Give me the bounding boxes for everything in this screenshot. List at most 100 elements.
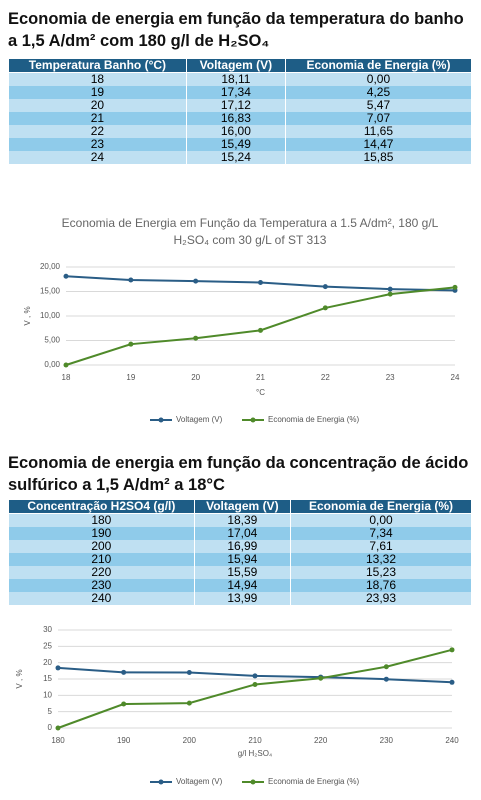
row: 200 16,99 7,61 [8,540,472,553]
header-cell: Concentração H2SO4 (g/l) [8,499,195,514]
y-tick-label: 20,00 [40,262,61,271]
point [452,284,458,290]
header-cell: Voltagem (V) [185,58,286,73]
cell: 0,00 [290,513,472,527]
header-cell: Voltagem (V) [193,499,292,514]
cell: 210 [8,553,195,566]
point [318,675,324,681]
cell: 15,94 [193,553,292,566]
header-row: Concentração H2SO4 (g/l) Voltagem (V) Econ… [8,499,472,514]
row: 180 18,39 0,00 [8,513,472,527]
cell: 15,85 [284,151,473,164]
x-tick-label: 200 [183,736,197,745]
cell: 18 [8,72,187,86]
x-tick-label: 240 [445,736,459,745]
row: 190 17,04 7,34 [8,527,472,540]
row: 18 18,11 0,00 [8,72,473,86]
legend-label: Economia de Energia (%) [268,415,359,424]
y-tick-label: 15,00 [40,287,61,296]
table: Concentração H2SO4 (g/l) Voltagem (V) Econ… [8,499,472,605]
row: 21 16,83 7,07 [8,112,473,125]
header-cell: Economia de Energia (%) [290,499,472,514]
point [186,669,192,675]
point [322,305,328,311]
cell: 190 [8,527,195,540]
point [193,278,199,284]
cell: 240 [8,592,195,605]
row: 210 15,94 13,32 [8,553,472,566]
point [121,669,127,675]
cell: 24 [8,151,187,164]
row: 220 15,59 15,23 [8,566,472,579]
cell: 7,07 [284,112,473,125]
table: Temperatura Banho (°C) Voltagem (V) Econom… [8,58,473,164]
point [387,291,393,297]
x-tick-label: 21 [256,373,265,382]
cell: 18,11 [185,72,286,86]
cell: 22 [8,125,187,138]
cell: 21 [8,112,187,125]
y-tick-label: 0,00 [44,360,60,369]
chart: 0,00 5,00 10,00 15,00 20,00 18 19 20 21 22 23 24 °C V… [23,262,460,424]
point [128,277,134,283]
y-tick-label: 30 [43,625,52,634]
x-tick-label: 18 [62,373,71,382]
x-tick-label: 23 [386,373,395,382]
cell: 18,39 [193,513,292,527]
y-tick-label: 0 [48,723,53,732]
row: 20 17,12 5,47 [8,99,473,112]
y-tick-label: 15 [43,674,52,683]
cell: 4,25 [284,86,473,99]
header-cell: Temperatura Banho (°C) [8,58,187,73]
row: 230 14,94 18,76 [8,579,472,592]
point [252,681,258,687]
row: 240 13,99 23,93 [8,592,472,605]
cell: 7,34 [290,527,472,540]
point [449,647,455,653]
cell: 17,04 [193,527,292,540]
cell: 14,47 [284,138,473,151]
point [63,362,69,368]
cell: 14,94 [193,579,292,592]
x-axis-label: °C [256,388,265,397]
cell: 20 [8,99,187,112]
series-line [57,648,453,729]
x-tick-label: 180 [51,736,65,745]
x-tick-label: 19 [126,373,135,382]
y-tick-label: 20 [43,658,52,667]
row: 19 17,34 4,25 [8,86,473,99]
point [387,286,393,292]
point [128,341,134,347]
y-tick-label: 10 [43,690,52,699]
legend-marker [250,417,256,423]
cell: 16,83 [185,112,286,125]
point [258,280,263,286]
cell: 11,65 [284,125,473,138]
series-line [65,286,456,366]
cell: 180 [8,513,195,527]
legend-marker [250,779,256,785]
cell: 15,59 [193,566,292,579]
cell: 0,00 [284,72,473,86]
cell: 13,99 [193,592,292,605]
cell: 23 [8,138,187,151]
y-tick-label: 5,00 [44,336,60,345]
y-axis-label: V , % [23,306,32,325]
row: 24 15,24 15,85 [8,151,473,164]
cell: 15,49 [185,138,286,151]
cell: 16,00 [185,125,286,138]
point [193,335,199,341]
legend-marker [158,417,164,423]
heading: Economia de energia em função da concent… [8,454,469,494]
cell: 16,99 [193,540,292,553]
point [252,673,258,679]
point [449,679,455,685]
point [383,676,389,682]
cell: 19 [8,86,187,99]
x-tick-label: 24 [451,373,460,382]
x-axis-label: g/l H₂SO₄ [238,749,272,758]
cell: 200 [8,540,195,553]
point [383,664,389,670]
y-tick-label: 5 [48,707,53,716]
x-tick-label: 190 [117,736,131,745]
